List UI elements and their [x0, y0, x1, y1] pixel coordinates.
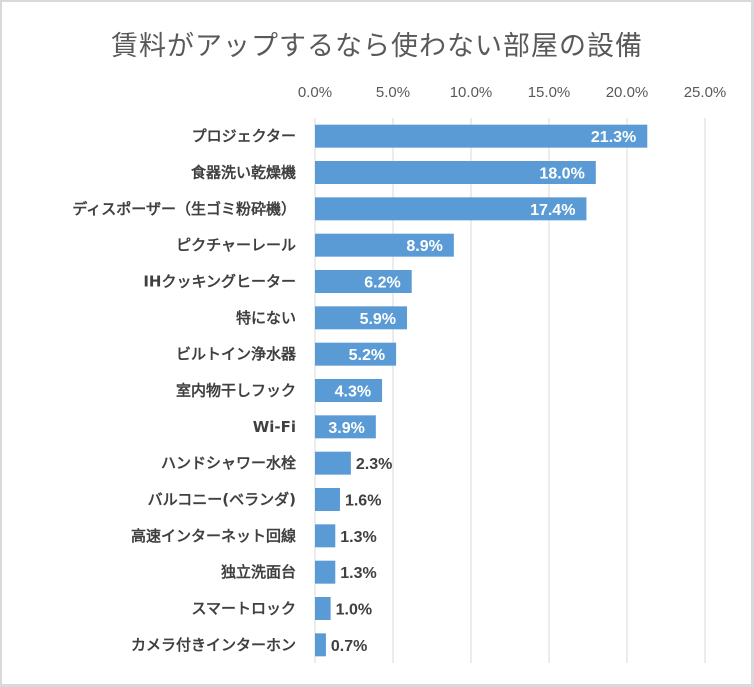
chart-title: 賃料がアップするなら使わない部屋の設備 — [111, 31, 643, 62]
data-label: 18.0% — [539, 166, 584, 183]
data-label: 2.3% — [356, 456, 392, 473]
data-label: 1.0% — [336, 602, 372, 619]
x-tick-label: 15.0% — [528, 84, 571, 101]
data-label: 4.3% — [335, 384, 371, 401]
data-label: 6.2% — [364, 275, 400, 292]
x-axis-ticks: 0.0% 5.0% 10.0% 15.0% 20.0% 25.0% — [298, 84, 726, 101]
data-label: 1.3% — [340, 565, 376, 582]
data-label: 5.9% — [360, 311, 396, 328]
bar — [315, 451, 351, 475]
data-label: 1.6% — [345, 493, 381, 510]
bar — [315, 560, 336, 584]
bar — [315, 633, 326, 657]
category-label: IHクッキングヒーター — [143, 273, 296, 291]
bars — [315, 124, 648, 657]
category-label: 高速インターネット回線 — [131, 527, 296, 545]
data-label: 5.2% — [349, 347, 385, 364]
category-label: 特にない — [236, 309, 296, 327]
bar — [315, 597, 331, 620]
x-tick-label: 0.0% — [298, 84, 332, 101]
category-label: バルコニー(ベランダ) — [148, 491, 296, 509]
bar — [315, 342, 397, 366]
bar — [315, 488, 340, 511]
bar — [315, 306, 408, 330]
x-tick-label: 5.0% — [376, 84, 410, 101]
category-label: Wi-Fi — [253, 418, 296, 436]
category-label: カメラ付きインターホン — [131, 636, 296, 654]
data-label: 21.3% — [591, 129, 636, 146]
category-label: 室内物干しフック — [176, 382, 296, 400]
data-label: 8.9% — [406, 238, 442, 255]
data-label: 1.3% — [340, 529, 376, 546]
bar — [315, 161, 596, 184]
bar — [315, 197, 587, 221]
bar — [315, 415, 376, 439]
bar — [315, 270, 412, 293]
data-label: 3.9% — [328, 420, 364, 437]
data-labels: 21.3% 18.0% 17.4% 8.9% 6.2% 5.9% 5.2% 4.3% 3.9% 2… — [328, 129, 636, 655]
bar — [315, 233, 454, 257]
category-label: ビルトイン浄水器 — [176, 345, 297, 363]
x-tick-label: 20.0% — [606, 84, 649, 101]
bar — [315, 524, 336, 548]
category-label: 食器洗い乾燥機 — [191, 164, 296, 182]
x-tick-label: 25.0% — [684, 84, 727, 101]
x-tick-label: 10.0% — [450, 84, 493, 101]
category-label: ピクチャーレール — [176, 236, 296, 254]
bar — [315, 379, 383, 402]
data-label: 0.7% — [331, 638, 367, 655]
category-label: プロジェクター — [192, 127, 296, 145]
bar — [315, 124, 648, 148]
category-label: ディスポーザー（生ゴミ粉砕機） — [72, 200, 296, 218]
category-label: スマートロック — [191, 600, 296, 618]
data-label: 17.4% — [530, 202, 575, 219]
category-label: 独立洗面台 — [221, 563, 296, 581]
category-label: ハンドシャワー水栓 — [161, 454, 296, 472]
